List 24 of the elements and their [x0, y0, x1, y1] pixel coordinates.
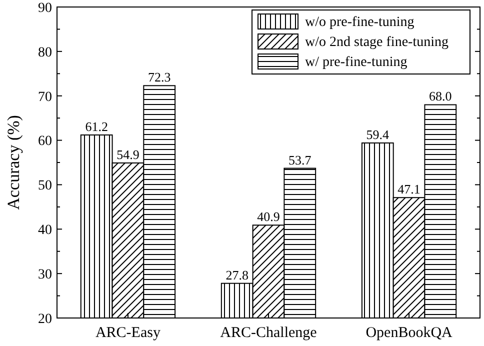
data-label: 68.0	[429, 88, 452, 104]
data-label: 53.7	[288, 152, 312, 168]
data-label: 61.2	[85, 118, 108, 134]
data-label: 59.4	[366, 126, 390, 142]
y-tick-label: 40	[38, 223, 52, 238]
y-tick-label: 30	[38, 267, 52, 282]
y-tick-label: 70	[38, 90, 52, 105]
y-tick-label: 20	[38, 312, 52, 327]
legend-label: w/ pre-fine-tuning	[305, 55, 408, 70]
data-label: 72.3	[148, 70, 171, 85]
x-tick-label: ARC-Challenge	[220, 325, 318, 341]
legend-label: w/o pre-fine-tuning	[305, 15, 414, 30]
data-label: 47.1	[398, 182, 420, 197]
x-tick-label: ARC-Easy	[95, 325, 161, 341]
y-axis-title: Accuracy (%)	[4, 115, 23, 210]
x-tick-label: OpenBookQA	[366, 325, 453, 341]
legend-label: w/o 2nd stage fine-tuning	[305, 35, 448, 50]
y-tick-label: 50	[38, 178, 52, 194]
data-label: 40.9	[257, 209, 280, 224]
data-label: 27.8	[226, 267, 248, 282]
y-tick-label: 90	[38, 0, 52, 16]
y-tick-label: 60	[38, 134, 52, 150]
data-label: 54.9	[116, 146, 140, 162]
y-tick-label: 80	[38, 45, 52, 60]
